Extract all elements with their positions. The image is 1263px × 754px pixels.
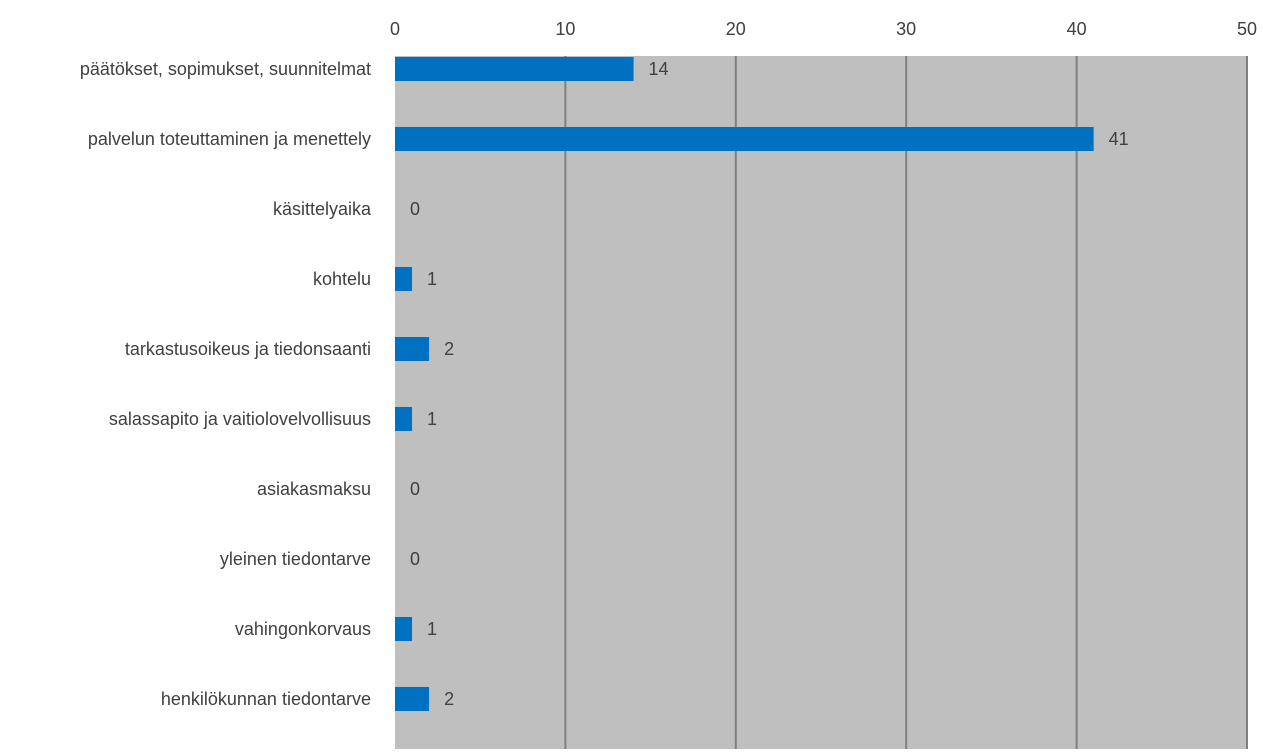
x-tick-label-10: 10 xyxy=(555,19,575,39)
data-label-yleinen-tiedontarve: 0 xyxy=(410,549,420,569)
data-label-kasittelyaika: 0 xyxy=(410,199,420,219)
data-label-salassapito-ja-vaitiolovelvollisuus: 1 xyxy=(427,409,437,429)
bar-tarkastusoikeus-ja-tiedonsaanti xyxy=(395,337,430,361)
data-label-paatokset-sopimukset-suunnitelmat: 14 xyxy=(649,59,669,79)
category-label-vahingonkorvaus: vahingonkorvaus xyxy=(235,619,371,639)
data-label-vahingonkorvaus: 1 xyxy=(427,619,437,639)
data-labels: 14 41 0 1 2 1 0 0 1 2 xyxy=(410,59,1129,709)
x-tick-label-30: 30 xyxy=(896,19,916,39)
bar-kohtelu xyxy=(395,267,413,291)
category-label-henkilokunnan-tiedontarve: henkilökunnan tiedontarve xyxy=(161,689,371,709)
category-label-paatokset-sopimukset-suunnitelmat: päätökset, sopimukset, suunnitelmat xyxy=(80,59,371,79)
bars xyxy=(395,57,1094,711)
bar-vahingonkorvaus xyxy=(395,617,413,641)
category-label-salassapito-ja-vaitiolovelvollisuus: salassapito ja vaitiolovelvollisuus xyxy=(109,409,371,429)
category-labels: päätökset, sopimukset, suunnitelmat palve… xyxy=(80,59,372,709)
data-label-henkilokunnan-tiedontarve: 2 xyxy=(444,689,454,709)
bar-palvelun-toteuttaminen-ja-menettely xyxy=(395,127,1094,151)
category-label-yleinen-tiedontarve: yleinen tiedontarve xyxy=(220,549,371,569)
category-label-tarkastusoikeus-ja-tiedonsaanti: tarkastusoikeus ja tiedonsaanti xyxy=(125,339,371,359)
x-tick-label-20: 20 xyxy=(726,19,746,39)
category-label-palvelun-toteuttaminen-ja-menettely: palvelun toteuttaminen ja menettely xyxy=(88,129,371,149)
gridlines xyxy=(564,56,1248,749)
category-label-kasittelyaika: käsittelyaika xyxy=(273,199,372,219)
x-axis-ticks: 0 10 20 30 40 50 xyxy=(390,19,1257,39)
category-label-kohtelu: kohtelu xyxy=(313,269,371,289)
data-label-tarkastusoikeus-ja-tiedonsaanti: 2 xyxy=(444,339,454,359)
x-tick-label-0: 0 xyxy=(390,19,400,39)
data-label-kohtelu: 1 xyxy=(427,269,437,289)
plot-area xyxy=(395,56,1247,749)
category-label-asiakasmaksu: asiakasmaksu xyxy=(257,479,371,499)
data-label-palvelun-toteuttaminen-ja-menettely: 41 xyxy=(1109,129,1129,149)
bar-paatokset-sopimukset-suunnitelmat xyxy=(395,57,634,81)
x-tick-label-50: 50 xyxy=(1237,19,1257,39)
bar-salassapito-ja-vaitiolovelvollisuus xyxy=(395,407,413,431)
data-label-asiakasmaksu: 0 xyxy=(410,479,420,499)
bar-henkilokunnan-tiedontarve xyxy=(395,687,430,711)
x-tick-label-40: 40 xyxy=(1067,19,1087,39)
